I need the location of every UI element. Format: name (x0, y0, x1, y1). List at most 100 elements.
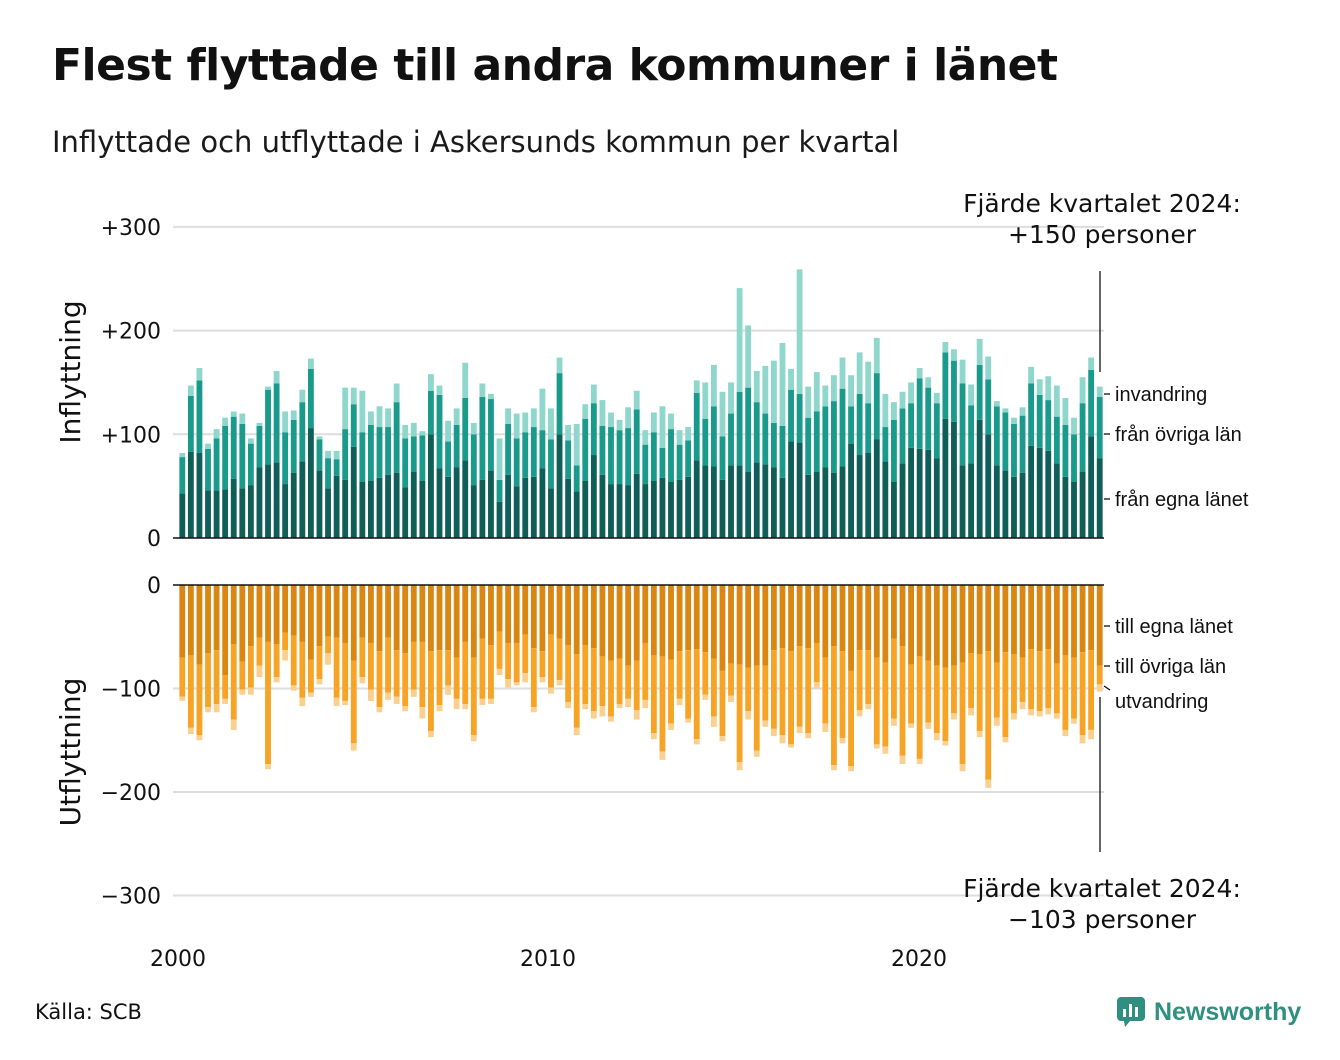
bar-segment (916, 585, 923, 657)
bar-segment (745, 711, 752, 720)
bar-segment (633, 390, 640, 410)
bar-segment (1071, 434, 1077, 482)
bar-segment (196, 367, 203, 381)
bar-segment (933, 403, 940, 459)
bar-segment (410, 585, 417, 642)
bar-segment (205, 490, 211, 538)
bar-segment (788, 585, 794, 652)
bar-segment (745, 471, 752, 538)
bar-segment (925, 387, 932, 450)
bar-segment (1096, 386, 1103, 397)
bar-segment (359, 677, 366, 684)
newsworthy-brand[interactable]: Newsworthy (1116, 994, 1301, 1030)
bar-segment (625, 585, 632, 666)
bar-segment (590, 648, 597, 712)
bar-segment (736, 391, 743, 466)
bar-segment (376, 406, 383, 428)
series-label: från egna länet (1115, 489, 1249, 511)
bar-segment (762, 585, 769, 666)
bar-segment (213, 704, 220, 713)
bar-segment (702, 585, 709, 653)
bar-segment (445, 476, 451, 538)
bar-segment (453, 408, 460, 425)
bar-segment (470, 485, 477, 538)
bar-segment (976, 730, 983, 738)
bar-segment (753, 402, 760, 463)
bar-segment (633, 710, 640, 720)
bar-segment (1079, 652, 1086, 736)
bar-segment (222, 675, 229, 699)
bar-segment (419, 641, 426, 708)
bar-segment (419, 435, 426, 481)
bar-segment (882, 746, 889, 754)
bar-segment (951, 665, 957, 714)
bar-segment (299, 389, 306, 403)
bar-segment (230, 411, 237, 417)
bar-segment (753, 585, 760, 666)
bar-segment (479, 383, 486, 397)
bar-segment (376, 707, 383, 713)
bar-segment (385, 408, 391, 428)
bar-segment (650, 412, 657, 433)
bar-segment (548, 488, 554, 538)
bar-segment (1028, 585, 1035, 650)
bar-segment (925, 377, 932, 388)
bar-segment (1088, 585, 1095, 651)
bar-segment (290, 585, 297, 636)
bar-segment (402, 585, 409, 654)
brand-name: Newsworthy (1154, 997, 1302, 1026)
bar-segment (1028, 445, 1035, 538)
bar-segment (539, 677, 546, 683)
bar-segment (513, 413, 520, 439)
bar-segment (1071, 585, 1077, 658)
bar-segment (350, 387, 357, 405)
bar-segment (1045, 649, 1052, 709)
bar-segment (685, 476, 692, 538)
bar-segment (496, 668, 503, 676)
bar-segment (230, 719, 237, 730)
bar-segment (1002, 585, 1009, 653)
bar-segment (762, 665, 769, 721)
bar-segment (213, 490, 220, 538)
bar-segment (282, 585, 289, 633)
bar-segment (625, 698, 632, 708)
x-tick-label: 2020 (891, 947, 947, 972)
bar-segment (899, 463, 906, 538)
bar-segment (196, 452, 203, 538)
bar-segment (368, 424, 374, 481)
bar-segment (719, 585, 726, 671)
bar-segment (256, 426, 263, 468)
bar-segment (333, 637, 340, 698)
bar-segment (342, 429, 349, 480)
bar-segment (608, 716, 614, 722)
bar-segment (239, 488, 246, 538)
bar-segment (565, 424, 572, 441)
bar-segment (899, 755, 906, 765)
bar-segment (247, 485, 254, 538)
bar-segment (256, 665, 263, 678)
y-axis-title-inflyttning: Inflyttning (54, 300, 87, 443)
bar-segment (959, 359, 966, 384)
bar-segment (736, 465, 743, 538)
bar-segment (479, 638, 486, 699)
bar-segment (668, 659, 674, 724)
bar-segment (676, 479, 683, 538)
inflyttning-bars (179, 269, 1103, 538)
bar-segment (247, 585, 254, 647)
bar-segment (616, 658, 623, 705)
bar-segment (1002, 470, 1009, 538)
bar-segment (1071, 718, 1077, 724)
bar-segment (1036, 711, 1043, 717)
bar-segment (265, 641, 271, 765)
bar-segment (385, 637, 391, 693)
bar-segment (213, 650, 220, 705)
bar-segment (779, 648, 786, 736)
bar-segment (513, 682, 520, 686)
bar-segment (548, 687, 554, 694)
bar-segment (959, 662, 966, 765)
bar-segment (350, 446, 357, 538)
bar-segment (222, 698, 229, 705)
bar-segment (273, 585, 280, 644)
bar-segment (813, 471, 820, 538)
bar-segment (505, 408, 512, 424)
